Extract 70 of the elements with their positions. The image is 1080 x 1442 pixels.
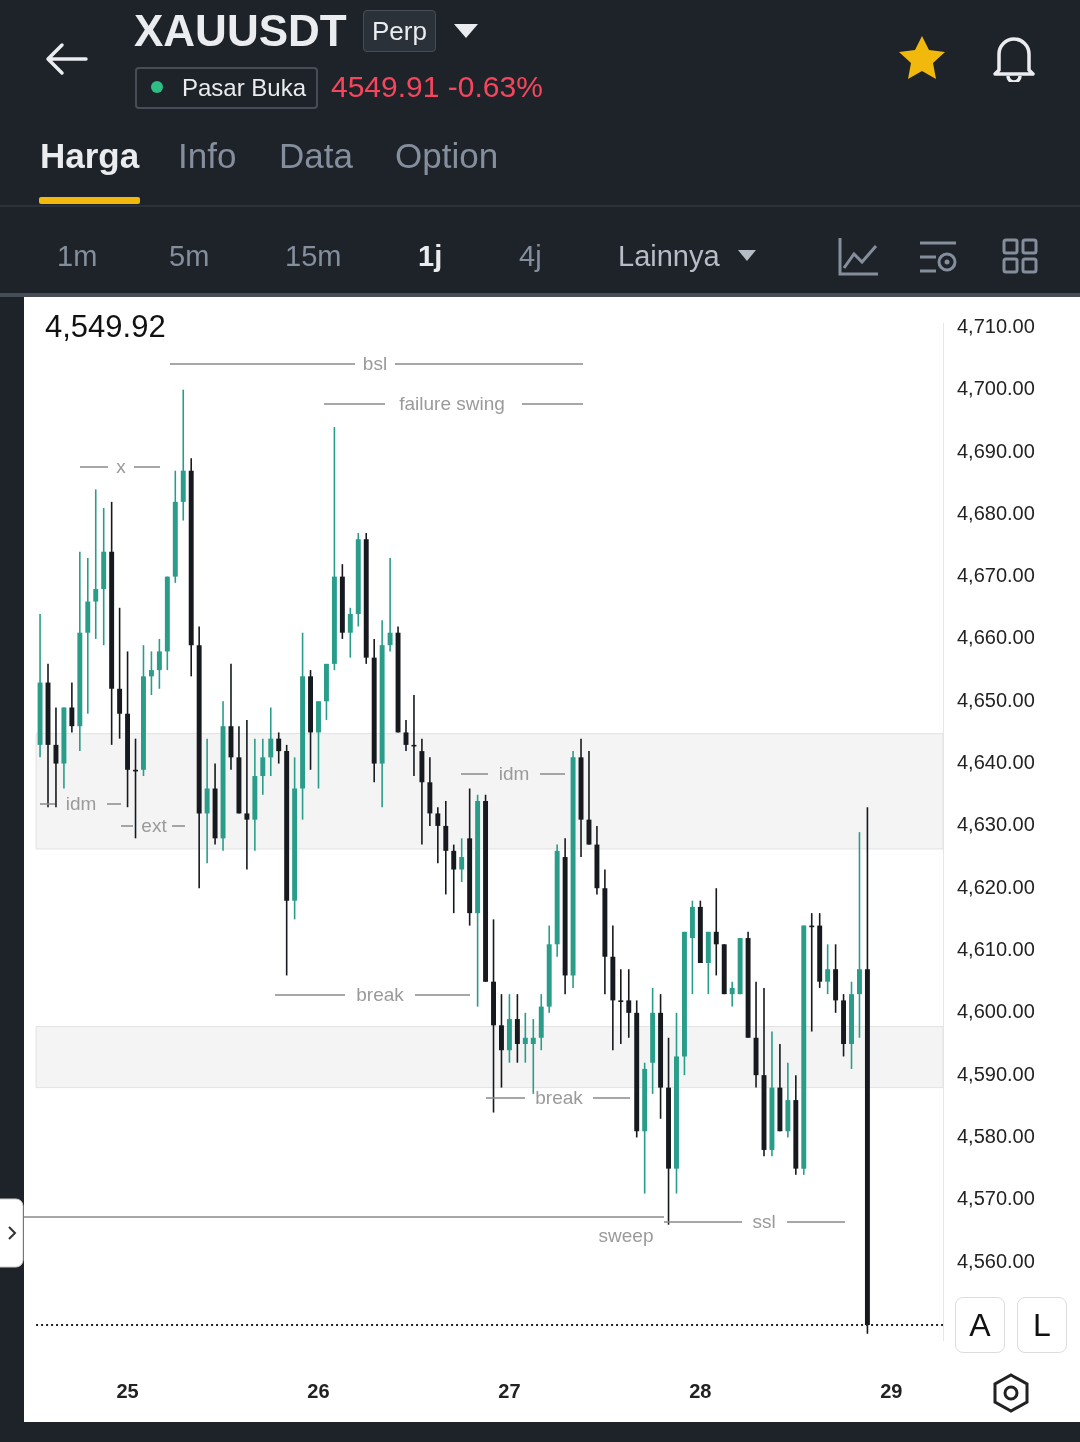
text: A: [955, 1297, 1005, 1353]
y-tick-label: 4,600.00: [957, 1000, 1035, 1023]
y-tick-label: 4,590.00: [957, 1062, 1035, 1085]
candlestick: [347, 606, 353, 659]
y-tick-label: 4,660.00: [957, 626, 1035, 649]
y-tick-label: 4,680.00: [957, 501, 1035, 524]
candlestick: [713, 887, 719, 977]
annotation: break: [535, 1087, 583, 1109]
x-tick-label: 25: [116, 1379, 139, 1402]
candlestick: [148, 650, 154, 696]
y-tick-label: 4,620.00: [957, 875, 1035, 898]
text: Option: [395, 136, 499, 176]
chart-subtitle: 4549.91 -0.63%: [331, 70, 543, 104]
annotation: idm: [498, 763, 530, 785]
candlestick: [530, 1018, 536, 1095]
annotation: 4,549.92: [45, 309, 166, 345]
x-tick-label: 28: [689, 1379, 712, 1402]
y-tick-label: 4,690.00: [957, 439, 1035, 462]
annotation: sweep: [598, 1225, 654, 1247]
candlestick: [451, 843, 457, 914]
y-tick-label: 4,700.00: [957, 377, 1035, 400]
y-tick-label: 4,610.00: [957, 938, 1035, 961]
text: 1m: [57, 240, 98, 273]
chart-title: XAUUSDT: [134, 6, 347, 56]
candlestick: [244, 719, 250, 871]
text: 15m: [285, 240, 342, 273]
annotation: ssl: [752, 1211, 776, 1233]
candlestick: [857, 831, 862, 1039]
candlestick: [459, 837, 465, 883]
text: 4j: [519, 240, 542, 273]
y-tick-label: 4,640.00: [957, 751, 1035, 774]
candlestick: [69, 681, 75, 734]
y-tick-label: 4,570.00: [957, 1187, 1035, 1210]
y-tick-label: 4,710.00: [957, 314, 1035, 337]
candlestick: [53, 706, 59, 808]
x-tick-label: 26: [307, 1379, 330, 1402]
annotation: x: [116, 456, 126, 478]
y-tick-label: 4,630.00: [957, 813, 1035, 836]
candlestick: [93, 488, 99, 640]
annotation: failure swing: [399, 393, 505, 415]
candlestick: [268, 706, 274, 777]
text: Pasar Buka: [135, 67, 319, 109]
x-tick-label: 29: [880, 1379, 903, 1402]
text: L: [1017, 1297, 1067, 1353]
x-tick-label: 27: [498, 1379, 521, 1402]
text: Perp: [363, 10, 436, 52]
annotation: break: [356, 984, 404, 1006]
candlestick: [825, 943, 831, 995]
text: Lainnya: [618, 240, 720, 273]
y-tick-label: 4,560.00: [957, 1249, 1035, 1272]
y-tick-label: 4,580.00: [957, 1124, 1035, 1147]
text: Data: [279, 136, 353, 176]
candlestick: [387, 557, 393, 653]
annotation: idm: [65, 793, 97, 815]
text: Info: [178, 136, 237, 176]
text: 1j: [418, 240, 443, 273]
candlestick: [156, 638, 162, 690]
annotation: ext: [141, 815, 167, 837]
annotation: bsl: [362, 353, 388, 375]
candlestick: [618, 968, 624, 1045]
candlestick: [522, 1012, 528, 1064]
y-tick-label: 4,650.00: [957, 688, 1035, 711]
candlestick: [626, 968, 632, 1039]
candlestick: [276, 731, 282, 765]
candlestick: [435, 806, 441, 865]
text: 5m: [169, 240, 210, 273]
candlestick: [729, 980, 735, 1008]
text: Harga: [40, 136, 140, 176]
candlestick: [260, 737, 266, 796]
y-tick-label: 4,670.00: [957, 564, 1035, 587]
